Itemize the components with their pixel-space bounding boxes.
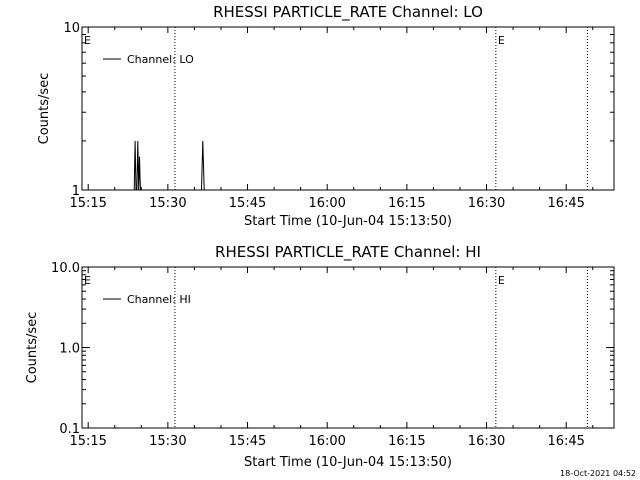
plot-frame [81,26,615,191]
event-marker-label: E [498,274,505,287]
chart-title: RHESSI PARTICLE_RATE Channel: HI [215,243,481,262]
x-tick-label: 16:30 [468,434,505,449]
y-tick-label: 1.0 [59,342,80,357]
x-tick-label: 16:00 [308,434,345,449]
x-axis-label: Start Time (10-Jun-04 15:13:50) [244,455,452,470]
legend-label: Channel: HI [127,293,191,306]
x-tick-label: 15:45 [229,434,266,449]
event-marker-label: E [498,34,505,47]
x-tick-label: 15:15 [69,196,106,211]
legend-label: Channel: LO [127,53,194,66]
y-axis-label: Counts/sec [25,312,40,384]
x-tick-label: 16:15 [388,434,425,449]
plot-frame [81,266,615,429]
y-tick-label: 10 [63,21,80,36]
event-marker-label: E [84,274,91,287]
x-tick-label: 16:15 [388,196,425,211]
y-tick-label: 0.1 [59,422,80,437]
x-tick-label: 15:15 [69,434,106,449]
y-tick-label: 10.0 [51,261,80,276]
y-axis-label: Counts/sec [37,73,52,145]
x-tick-label: 15:45 [229,196,266,211]
x-tick-label: 15:30 [149,196,186,211]
x-tick-label: 16:45 [547,434,584,449]
y-tick-label: 1 [72,184,80,199]
x-tick-label: 16:30 [468,196,505,211]
chart-title: RHESSI PARTICLE_RATE Channel: LO [213,3,483,22]
x-tick-label: 15:30 [149,434,186,449]
event-marker-label: E [84,34,91,47]
x-tick-label: 16:00 [308,196,345,211]
x-axis-label: Start Time (10-Jun-04 15:13:50) [244,214,452,229]
generated-timestamp: 18-Oct-2021 04:52 [560,469,636,478]
data-series-line [133,140,205,191]
x-tick-label: 16:45 [547,196,584,211]
